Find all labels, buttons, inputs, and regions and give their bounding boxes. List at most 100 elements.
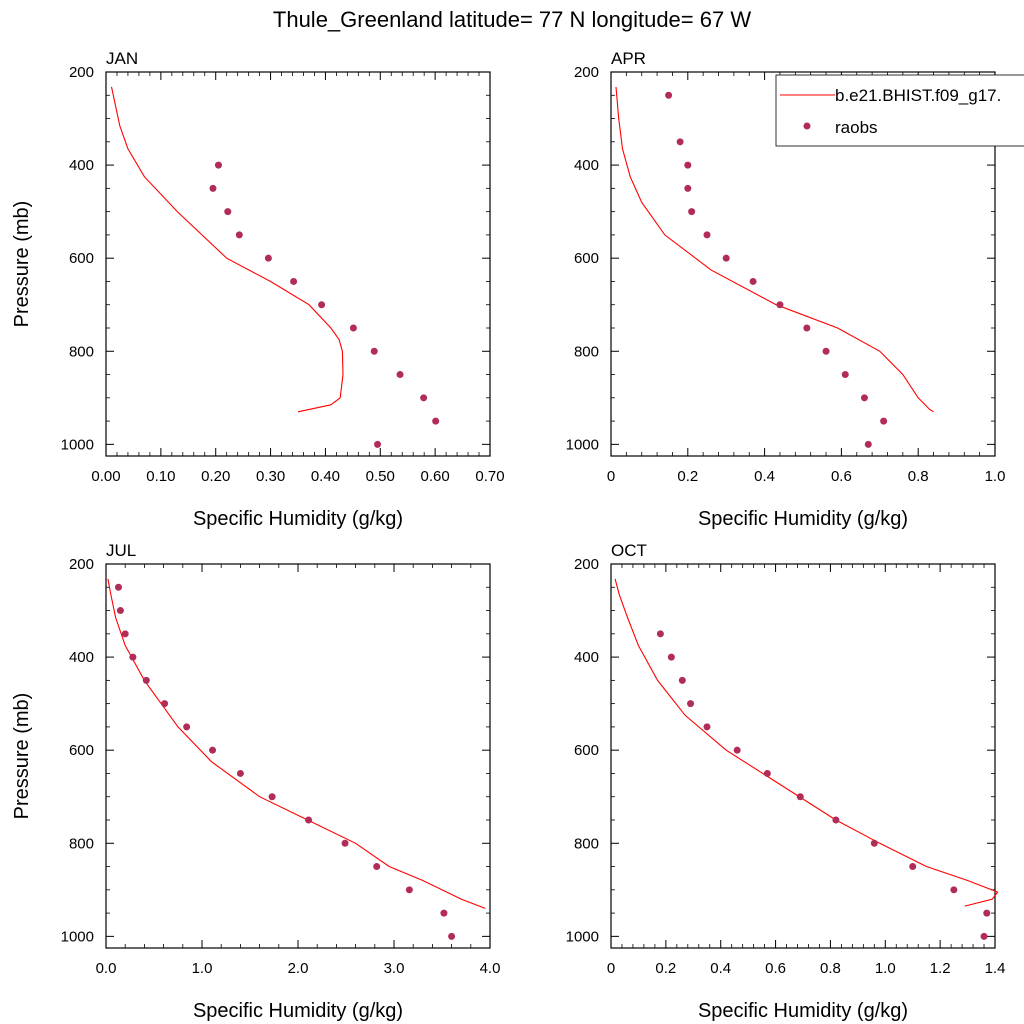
plot-frame xyxy=(105,563,491,949)
y-tick-label: 600 xyxy=(69,250,94,267)
panel-title: JAN xyxy=(106,49,138,68)
x-tick-label: 0.4 xyxy=(754,468,775,485)
x-tick-label: 0.4 xyxy=(710,960,731,977)
raobs-point xyxy=(114,583,122,591)
x-tick-label: 0.0 xyxy=(96,960,117,977)
raobs-point xyxy=(209,184,217,192)
plot-frame xyxy=(610,71,996,457)
raobs-point xyxy=(803,324,811,332)
raobs-point xyxy=(950,886,958,894)
x-tick-label: 0.50 xyxy=(366,468,395,485)
raobs-point xyxy=(656,630,664,638)
raobs-point xyxy=(183,723,191,731)
x-tick-label: 1.0 xyxy=(192,960,213,977)
y-axis-label: Pressure (mb) xyxy=(11,201,33,328)
raobs-point xyxy=(349,324,357,332)
y-tick-label: 400 xyxy=(574,649,599,666)
raobs-point xyxy=(703,231,711,239)
model-profile-line xyxy=(614,578,999,907)
x-tick-label: 0 xyxy=(607,960,615,977)
raobs-point xyxy=(214,161,222,169)
raobs-point xyxy=(116,607,124,615)
x-tick-label: 0.10 xyxy=(146,468,175,485)
raobs-point xyxy=(224,208,232,216)
raobs-point xyxy=(667,653,675,661)
figure-title: Thule_Greenland latitude= 77 N longitude… xyxy=(273,7,751,32)
y-tick-label: 600 xyxy=(574,250,599,267)
x-tick-label: 1.4 xyxy=(985,960,1006,977)
panel-oct: OCT 0 0.2 0.4 0.6 0.8 1.0 1.2 1.4 200 400 600 800 100… xyxy=(566,541,1006,1022)
panel-jan: JAN 0.00 0.10 0.20 0.30 0.40 0.50 0.60 0.70 200 40… xyxy=(11,49,505,530)
panel-title: JUL xyxy=(106,541,136,560)
y-tick-label: 800 xyxy=(69,343,94,360)
raobs-point xyxy=(396,371,404,379)
panel-apr: APR 0 0.2 0.4 0.6 0.8 1.0 200 400 600 800 1000 Speci… xyxy=(566,49,1006,530)
x-tick-label: 0.40 xyxy=(311,468,340,485)
raobs-point xyxy=(161,700,169,708)
y-tick-label: 600 xyxy=(69,742,94,759)
raobs-point xyxy=(129,653,137,661)
panel-jul: JUL 0.0 1.0 2.0 3.0 4.0 200 400 600 800 1000 Specif… xyxy=(11,541,500,1022)
raobs-point xyxy=(305,816,313,824)
y-tick-label: 200 xyxy=(69,64,94,81)
raobs-point xyxy=(832,816,840,824)
raobs-point xyxy=(684,184,692,192)
x-tick-label: 4.0 xyxy=(480,960,501,977)
raobs-point xyxy=(733,746,741,754)
raobs-point xyxy=(264,254,272,262)
raobs-point xyxy=(341,839,349,847)
y-tick-label: 200 xyxy=(69,556,94,573)
raobs-point xyxy=(142,676,150,684)
x-tick-label: 0.8 xyxy=(908,468,929,485)
x-tick-label: 1.0 xyxy=(985,468,1006,485)
raobs-point xyxy=(432,417,440,425)
y-axis-label: Pressure (mb) xyxy=(11,693,33,820)
raobs-point xyxy=(440,909,448,917)
raobs-point xyxy=(121,630,129,638)
panel-title: OCT xyxy=(611,541,647,560)
y-tick-label: 200 xyxy=(574,556,599,573)
y-tick-label: 800 xyxy=(574,343,599,360)
raobs-point xyxy=(448,932,456,940)
raobs-point xyxy=(290,277,298,285)
y-tick-label: 1000 xyxy=(61,436,94,453)
x-tick-label: 0.60 xyxy=(421,468,450,485)
raobs-point xyxy=(722,254,730,262)
x-tick-label: 0.30 xyxy=(256,468,285,485)
raobs-point xyxy=(703,723,711,731)
x-tick-label: 0.2 xyxy=(655,960,676,977)
plot-frame xyxy=(610,563,996,949)
raobs-point xyxy=(909,863,917,871)
y-tick-label: 1000 xyxy=(566,436,599,453)
y-tick-label: 400 xyxy=(574,157,599,174)
x-axis-label: Specific Humidity (g/kg) xyxy=(193,1000,403,1022)
raobs-point xyxy=(749,277,757,285)
legend-box xyxy=(775,74,1024,147)
raobs-point xyxy=(796,793,804,801)
raobs-point xyxy=(318,301,326,309)
x-axis-label: Specific Humidity (g/kg) xyxy=(193,508,403,530)
x-tick-label: 0.6 xyxy=(831,468,852,485)
y-tick-label: 800 xyxy=(69,835,94,852)
legend-obs-label: raobs xyxy=(835,118,878,137)
x-tick-label: 0.00 xyxy=(91,468,120,485)
y-tick-label: 400 xyxy=(69,157,94,174)
raobs-point xyxy=(684,161,692,169)
raobs-point xyxy=(676,138,684,146)
model-profile-line xyxy=(110,86,344,413)
raobs-point xyxy=(980,932,988,940)
raobs-point xyxy=(776,301,784,309)
raobs-point xyxy=(209,746,217,754)
x-tick-label: 0.2 xyxy=(677,468,698,485)
raobs-point xyxy=(870,839,878,847)
y-tick-label: 400 xyxy=(69,649,94,666)
raobs-point xyxy=(370,347,378,355)
model-profile-line xyxy=(615,86,934,413)
raobs-point xyxy=(236,769,244,777)
legend: b.e21.BHIST.f09_g17. raobs xyxy=(775,74,1024,147)
legend-model-label: b.e21.BHIST.f09_g17. xyxy=(835,86,1001,105)
raobs-point xyxy=(268,793,276,801)
raobs-point xyxy=(841,371,849,379)
